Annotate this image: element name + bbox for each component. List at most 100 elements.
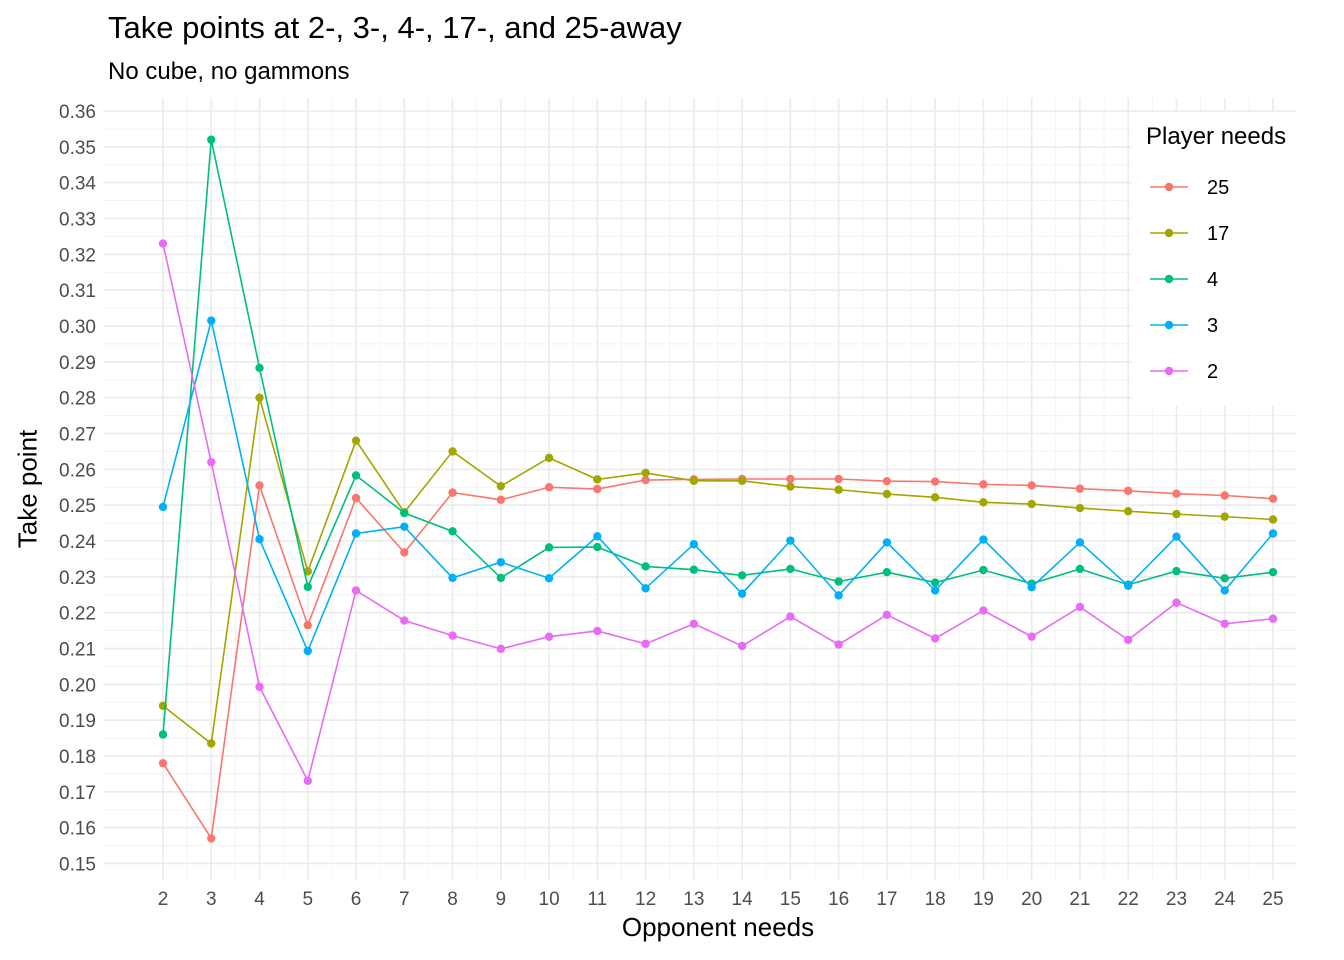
data-point	[448, 447, 457, 456]
series-line	[162, 397, 1274, 745]
data-point	[737, 589, 747, 598]
data-point	[641, 584, 650, 593]
x-tick-label: 4	[254, 889, 265, 910]
x-tick-label: 18	[925, 889, 946, 910]
data-point	[448, 527, 457, 536]
data-point	[737, 571, 747, 580]
data-point	[1268, 614, 1278, 623]
data-point	[882, 610, 892, 620]
data-point	[1124, 486, 1133, 496]
x-tick-label: 22	[1118, 889, 1139, 910]
data-point	[1075, 602, 1085, 612]
x-tick-label: 12	[635, 889, 656, 910]
data-point	[400, 548, 409, 557]
y-tick-label: 0.34	[59, 174, 96, 195]
data-point	[351, 586, 361, 595]
y-tick-label: 0.16	[59, 819, 96, 840]
series-25	[158, 474, 1278, 843]
data-point	[641, 562, 650, 571]
y-axis-label: Take point	[12, 429, 43, 549]
data-point	[158, 502, 168, 512]
data-point	[593, 475, 602, 484]
data-point	[400, 616, 409, 625]
data-point	[641, 468, 650, 478]
chart-subtitle: No cube, no gammons	[108, 58, 350, 85]
data-point	[641, 475, 650, 485]
legend-key-point	[1164, 228, 1174, 238]
data-point	[882, 567, 892, 577]
data-point	[1172, 532, 1181, 541]
data-point	[1172, 566, 1181, 576]
data-point	[255, 535, 264, 544]
data-point	[1268, 494, 1278, 503]
y-tick-label: 0.30	[59, 317, 96, 338]
x-tick-label: 24	[1214, 889, 1236, 910]
legend-key-point	[1164, 274, 1174, 284]
x-tick-label: 8	[447, 889, 458, 910]
y-tick-label: 0.33	[59, 210, 96, 231]
data-point	[158, 758, 168, 768]
data-point	[207, 135, 216, 144]
legend-label: 25	[1207, 177, 1229, 199]
legend-key	[1150, 274, 1188, 284]
x-tick-label: 10	[539, 889, 560, 910]
x-tick-label: 9	[496, 889, 507, 910]
data-point	[979, 606, 988, 615]
data-point	[593, 532, 602, 541]
data-point	[544, 632, 554, 641]
x-tick-label: 13	[683, 889, 704, 910]
legend: Player needs 25 17 4 3 2	[1132, 112, 1322, 406]
legend-key-point	[1164, 182, 1174, 192]
legend-key-point	[1164, 366, 1174, 376]
data-point	[1027, 583, 1036, 592]
data-point	[786, 564, 795, 574]
x-tick-label: 5	[302, 889, 313, 910]
y-tick-label: 0.25	[59, 496, 96, 517]
data-point	[1172, 598, 1181, 607]
data-point	[158, 730, 168, 739]
y-tick-label: 0.17	[59, 783, 96, 804]
data-point	[1220, 491, 1229, 500]
data-point	[1268, 529, 1278, 538]
data-point	[207, 457, 216, 467]
y-tick-label: 0.28	[59, 389, 96, 410]
data-point	[786, 536, 795, 545]
data-point	[930, 477, 940, 486]
data-point	[834, 474, 843, 484]
y-tick-label: 0.36	[59, 102, 96, 123]
x-tick-label: 16	[828, 889, 849, 910]
data-point	[303, 567, 312, 576]
legend-key	[1150, 182, 1188, 192]
data-point	[689, 540, 699, 549]
data-point	[979, 498, 988, 507]
legend-key	[1150, 320, 1188, 330]
data-point	[1027, 499, 1036, 509]
data-point	[930, 634, 940, 643]
data-point	[255, 363, 264, 373]
data-point	[351, 493, 361, 503]
legend-title: Player needs	[1146, 123, 1286, 150]
data-point	[689, 476, 699, 485]
data-point	[593, 542, 602, 552]
data-point	[882, 476, 892, 486]
legend-key-point	[1164, 320, 1174, 330]
x-tick-label: 14	[732, 889, 754, 910]
series-line	[162, 139, 1274, 735]
series-17	[158, 393, 1278, 748]
legend-label: 4	[1207, 269, 1218, 291]
data-point	[1268, 567, 1278, 577]
x-tick-label: 11	[587, 889, 607, 910]
data-point	[400, 508, 409, 518]
data-point	[737, 476, 747, 485]
data-point	[930, 578, 940, 587]
data-point	[351, 471, 361, 480]
data-point	[544, 483, 554, 492]
y-tick-label: 0.18	[59, 747, 96, 768]
data-point	[255, 481, 264, 490]
y-tick-label: 0.19	[59, 711, 96, 732]
data-point	[303, 646, 312, 656]
data-point	[1075, 503, 1085, 513]
data-point	[400, 522, 409, 531]
data-point	[786, 482, 795, 491]
